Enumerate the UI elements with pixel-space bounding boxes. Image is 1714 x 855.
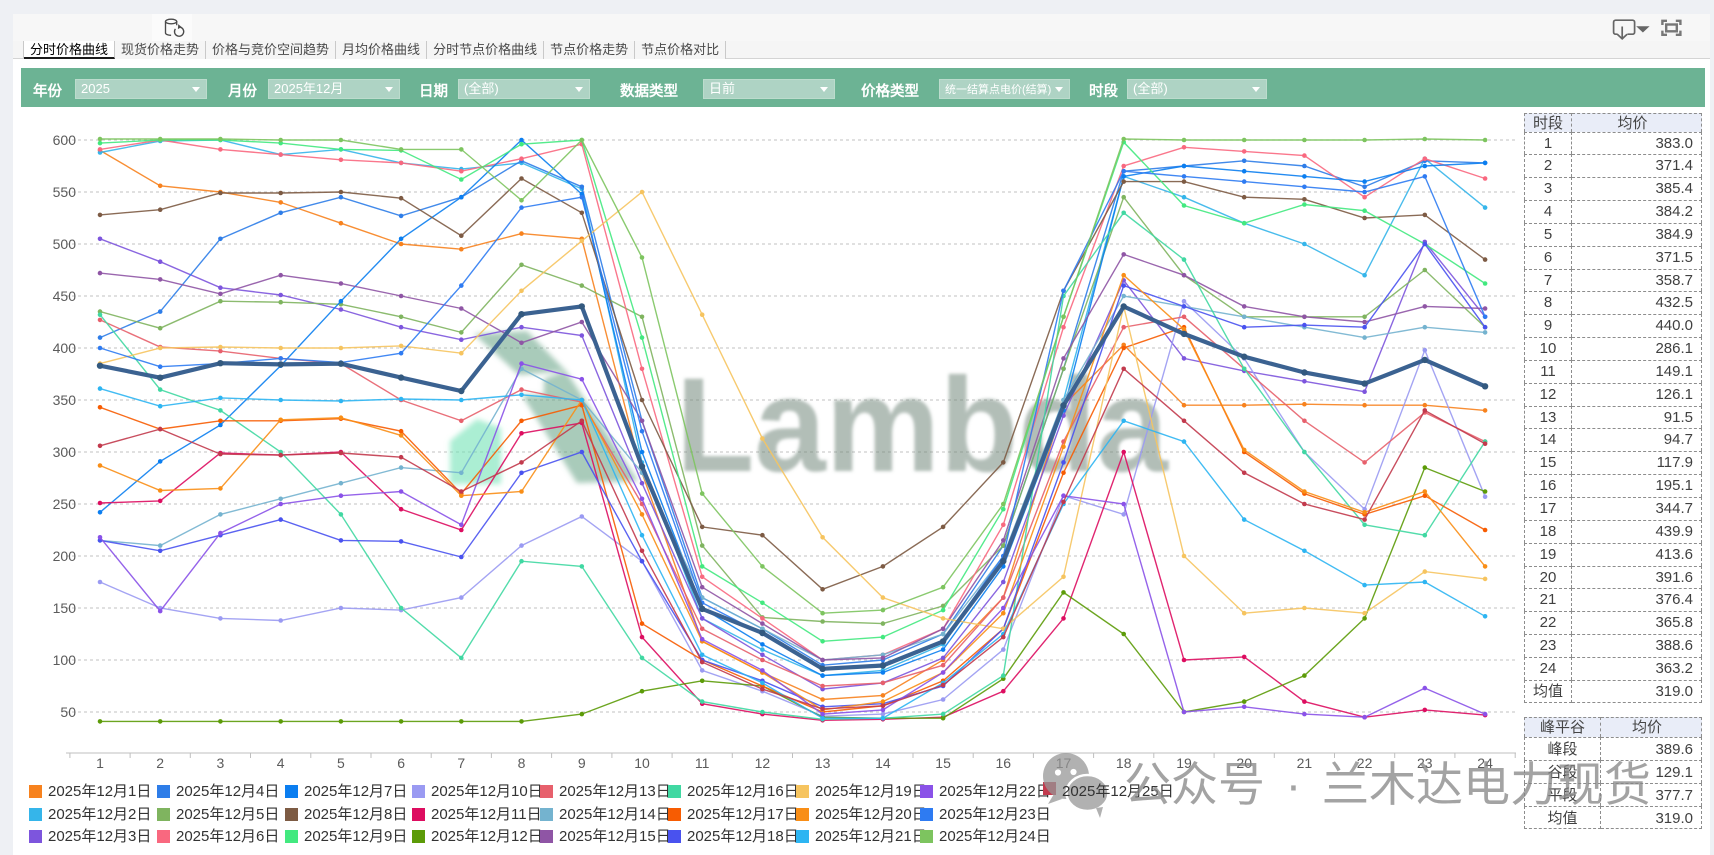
svg-text:4: 4 — [277, 755, 285, 771]
svg-text:1: 1 — [96, 755, 104, 771]
svg-text:11: 11 — [695, 755, 710, 771]
svg-text:9: 9 — [578, 755, 586, 771]
svg-text:6: 6 — [397, 755, 405, 771]
svg-text:350: 350 — [53, 392, 77, 408]
svg-text:100: 100 — [53, 652, 77, 668]
svg-text:400: 400 — [53, 340, 77, 356]
svg-text:200: 200 — [53, 548, 77, 564]
svg-text:550: 550 — [53, 184, 77, 200]
svg-text:150: 150 — [53, 600, 77, 616]
svg-text:19: 19 — [1176, 755, 1192, 771]
svg-text:24: 24 — [1477, 755, 1493, 771]
svg-text:250: 250 — [53, 496, 77, 512]
svg-text:8: 8 — [518, 755, 526, 771]
svg-text:450: 450 — [53, 288, 77, 304]
svg-text:600: 600 — [53, 132, 77, 148]
svg-text:16: 16 — [996, 755, 1012, 771]
svg-text:300: 300 — [53, 444, 77, 460]
svg-text:Lambda: Lambda — [676, 351, 1169, 500]
svg-text:12: 12 — [755, 755, 771, 771]
svg-text:500: 500 — [53, 236, 77, 252]
svg-text:23: 23 — [1417, 755, 1433, 771]
svg-text:21: 21 — [1297, 755, 1313, 771]
svg-text:5: 5 — [337, 755, 345, 771]
svg-text:20: 20 — [1236, 755, 1252, 771]
svg-text:18: 18 — [1116, 755, 1132, 771]
svg-text:14: 14 — [875, 755, 891, 771]
svg-text:13: 13 — [815, 755, 831, 771]
svg-text:3: 3 — [217, 755, 225, 771]
svg-text:50: 50 — [60, 704, 76, 720]
svg-text:15: 15 — [935, 755, 951, 771]
svg-text:22: 22 — [1357, 755, 1373, 771]
svg-text:10: 10 — [634, 755, 650, 771]
svg-text:2: 2 — [156, 755, 164, 771]
svg-text:7: 7 — [457, 755, 465, 771]
